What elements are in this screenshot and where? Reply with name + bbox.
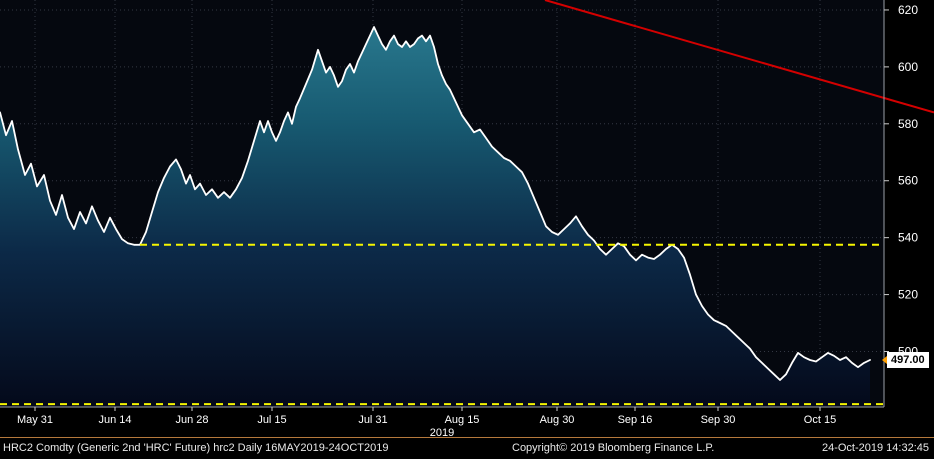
x-axis-label: Aug 15 (445, 414, 480, 426)
price-line (0, 26, 871, 381)
x-axis-label: Jul 15 (257, 414, 286, 426)
instrument-description: HRC2 Comdty (Generic 2nd 'HRC' Future) h… (3, 442, 389, 454)
x-axis-label: Jun 14 (98, 414, 131, 426)
x-axis-label: Jul 31 (358, 414, 387, 426)
downtrend-line[interactable] (544, 0, 934, 114)
x-axis-year-label: 2019 (430, 427, 454, 437)
x-axis-label: Aug 30 (540, 414, 575, 426)
x-axis-label: Jun 28 (175, 414, 208, 426)
y-axis-label: 540 (898, 231, 918, 245)
x-axis-label: May 31 (17, 414, 53, 426)
copyright-text: Copyright© 2019 Bloomberg Finance L.P. (512, 442, 715, 454)
y-axis-label: 600 (898, 60, 918, 74)
last-price-tag: 497.00 (882, 352, 929, 368)
y-axis-label: 580 (898, 117, 918, 131)
x-axis-label: Oct 15 (804, 414, 836, 426)
price-area-fill (0, 27, 870, 407)
timestamp: 24-Oct-2019 14:32:45 (821, 442, 929, 454)
status-bar: HRC2 Comdty (Generic 2nd 'HRC' Future) h… (0, 437, 934, 459)
x-axis-label: Sep 30 (701, 414, 736, 426)
y-axis-label: 520 (898, 288, 918, 302)
y-axis-label: 560 (898, 174, 918, 188)
y-axis-label: 620 (898, 3, 918, 17)
x-axis-label: Sep 16 (618, 414, 653, 426)
